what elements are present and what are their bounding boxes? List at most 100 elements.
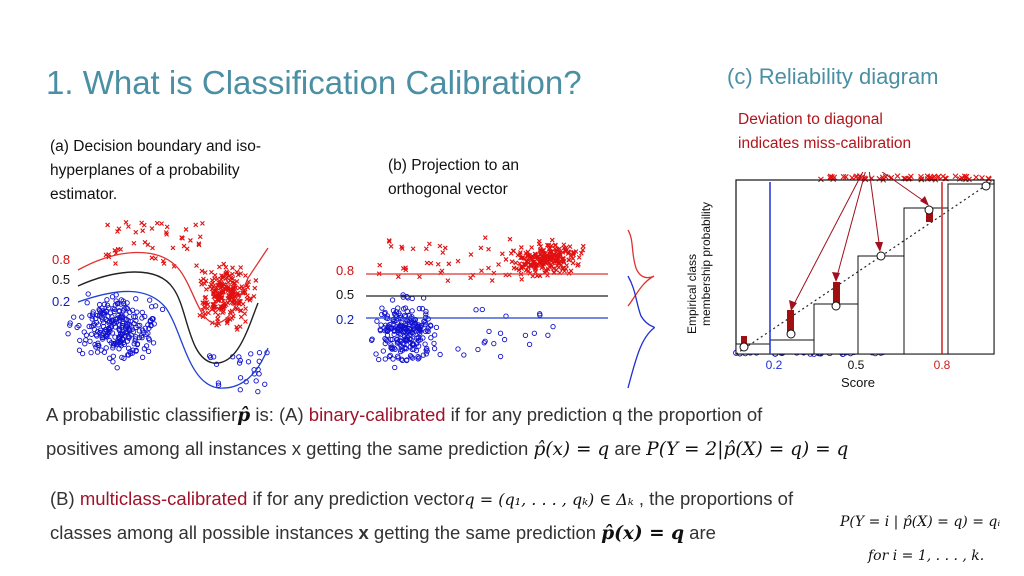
blue-circle-marker (71, 314, 77, 320)
blue-circle-marker (389, 345, 396, 351)
red-cross-marker (568, 268, 574, 274)
red-cross-marker (510, 248, 516, 254)
blue-circle-marker (114, 365, 120, 371)
reliability-diagram: Empirical class membership probability 0… (685, 161, 995, 390)
blue-circle-marker (207, 354, 214, 361)
blue-circle-marker (422, 341, 428, 347)
blue-circle-marker (110, 353, 116, 359)
red-cross-marker (153, 256, 158, 261)
red-cross-marker (541, 261, 547, 267)
red-cross-marker (230, 265, 235, 271)
red-cross-marker (188, 238, 193, 243)
red-cross-marker (202, 270, 208, 275)
blue-circle-marker (104, 297, 110, 303)
blue-circle-marker (422, 322, 428, 328)
blue-circle-marker (88, 331, 95, 337)
red-cross-marker (199, 281, 204, 287)
red-cross-marker (199, 268, 205, 274)
red-cross-marker (561, 258, 567, 264)
red-cross-marker (503, 257, 509, 262)
red-cross-marker (403, 267, 409, 273)
blue-circle-marker (106, 318, 113, 325)
red-cross-marker (253, 278, 259, 283)
red-cross-marker (126, 224, 131, 229)
blue-circle-marker (99, 332, 105, 338)
red-cross-marker (439, 268, 445, 274)
blue-circle-marker (410, 329, 416, 335)
red-cross-marker (437, 243, 443, 249)
blue-circle-marker (432, 332, 438, 338)
red-cross-marker (197, 312, 203, 318)
red-cross-marker (442, 245, 448, 251)
blue-circle-marker (522, 332, 529, 339)
red-cross-marker (564, 262, 570, 268)
blue-circle-marker (104, 302, 111, 308)
blue-circle-marker (139, 309, 145, 316)
red-cross-marker (547, 248, 553, 254)
red-cross-marker (245, 285, 251, 290)
blue-circle-marker (133, 296, 139, 302)
red-cross-marker (243, 319, 248, 324)
panel-b-label-08: 0.8 (336, 263, 354, 278)
red-cross-marker (566, 257, 572, 263)
blue-circle-marker (125, 333, 131, 339)
blue-circle-marker (117, 333, 123, 339)
red-cross-marker (233, 285, 238, 291)
blue-circle-marker (425, 316, 431, 322)
red-cross-marker (423, 246, 429, 252)
blue-circle-marker (455, 346, 461, 352)
blue-circle-marker (461, 352, 467, 358)
red-cross-marker (544, 260, 550, 266)
red-cross-marker (515, 252, 521, 258)
blue-circle-marker (424, 348, 430, 354)
reliability-ylabel-line2: membership probability (699, 202, 713, 326)
blue-circle-marker (159, 306, 166, 313)
red-cross-marker (251, 293, 257, 299)
red-cross-marker (399, 244, 405, 250)
red-cross-marker (966, 176, 972, 183)
body-line-1-b: is: (A) (250, 404, 309, 425)
blue-circle-marker (255, 388, 261, 395)
blue-circle-marker (147, 297, 153, 303)
red-cross-marker (220, 288, 226, 294)
instance-symbol: x (358, 522, 369, 543)
red-cross-marker (894, 173, 901, 180)
blue-circle-marker (120, 339, 127, 346)
red-cross-marker (238, 265, 244, 270)
blue-circle-marker (416, 305, 423, 312)
blue-circle-marker (409, 308, 415, 314)
red-cross-marker (553, 243, 558, 248)
panel-c-red-markers (818, 173, 992, 183)
blue-circle-marker (425, 325, 431, 331)
blue-circle-marker (497, 330, 504, 336)
blue-circle-marker (385, 324, 391, 331)
blue-circle-marker (134, 309, 140, 315)
red-cross-marker (509, 259, 515, 265)
red-cross-marker (193, 222, 199, 228)
red-cross-marker (568, 253, 574, 258)
reliability-bin-3 (813, 303, 859, 355)
gap-bar-5 (926, 208, 933, 222)
blue-circle-marker (116, 307, 122, 314)
blue-circle-marker (550, 323, 556, 330)
red-cross-marker (548, 254, 554, 260)
blue-circle-marker (145, 330, 151, 336)
red-cross-marker (218, 277, 224, 282)
panel-b-label-02: 0.2 (336, 312, 354, 327)
panel-a-label-02: 0.2 (52, 294, 70, 309)
blue-circle-marker (398, 322, 404, 328)
panel-b-caption: (b) Projection to an orthogonal vector (388, 157, 519, 198)
red-cross-marker (386, 238, 392, 243)
red-cross-marker (567, 244, 573, 250)
body-line-1-a: A probabilistic classifier (46, 404, 238, 425)
red-cross-marker (243, 306, 248, 312)
panel-c-subtitle: (c) Reliability diagram (727, 64, 939, 89)
red-cross-marker (417, 274, 422, 280)
blue-circle-marker (417, 337, 424, 343)
blue-circle-marker (382, 356, 388, 362)
blue-circle-marker (398, 347, 404, 353)
blue-circle-marker (425, 328, 431, 335)
blue-circle-marker (88, 349, 94, 356)
red-cross-marker (520, 255, 526, 260)
bin-mean-5 (924, 205, 934, 215)
